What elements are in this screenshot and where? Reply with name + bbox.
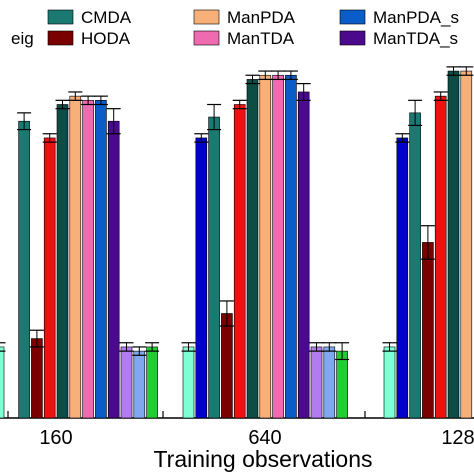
x-tick-label: 128 [441,427,474,449]
error-bar [132,346,147,356]
legend-label: ManTDA_s [373,29,458,48]
error-bar [0,342,6,352]
bar [31,338,43,419]
bar [447,70,460,419]
error-bar [29,329,44,348]
x-tick-label: 640 [248,427,281,449]
error-bar [219,300,234,327]
bar [133,350,146,419]
x-axis-title: Training observations [153,446,372,472]
bar [69,95,82,419]
error-bar [93,95,108,106]
bar [285,74,297,419]
bar [107,120,120,419]
bar [336,350,348,419]
bar [56,104,69,419]
bar-group [0,66,474,419]
bar [259,74,272,419]
legend-item: CMDA [47,8,132,27]
bar [323,346,336,419]
bar [297,91,310,419]
error-bar [309,342,324,352]
legend-item: ManPDA_s [339,8,459,27]
error-bar [433,91,448,101]
error-bar [232,99,247,110]
error-bar [420,225,435,260]
error-bar [446,66,461,76]
bar [383,346,396,419]
error-bar [119,342,134,352]
error-bar [382,342,397,352]
error-bar [181,342,196,352]
legend-background [0,0,474,48]
legend-swatch [193,9,220,25]
bar [460,70,473,419]
legend-swatch [193,30,220,46]
error-bar [395,133,410,143]
legend-item: ManPDA [193,8,296,27]
error-bar [271,70,286,81]
error-bar [245,74,260,85]
bar [18,120,30,419]
error-bar [408,99,423,127]
bar [195,137,208,419]
legend-label: HODA [81,29,131,48]
legend-label: eig [11,29,34,48]
legend: eig CMDA HODA ManPDA ManTDA ManPDA_s ManTDA_s [0,0,474,48]
bar [434,95,447,419]
error-bar [68,91,83,101]
legend-label: ManPDA [227,8,296,27]
error-bar [42,133,57,143]
error-bar [17,112,32,131]
legend-item: HODA [47,29,131,48]
bar [310,346,323,419]
legend-label: ManTDA [227,29,295,48]
bar [182,346,195,419]
error-bar [194,133,209,143]
bar [246,79,259,419]
x-tick-labels: 160 640 128 [39,427,474,449]
legend-item: eig [11,29,34,48]
error-bar [335,342,350,361]
x-tick-label: 160 [39,427,72,449]
error-bar [207,103,222,131]
legend-swatch [339,9,366,25]
error-bar [258,70,273,81]
error-bar [283,70,298,81]
bar [43,137,56,419]
error-bar [459,66,474,76]
legend-item: ManTDA_s [339,29,458,48]
error-bar [106,108,121,135]
bar [208,116,220,419]
legend-label: ManPDA_s [373,8,459,27]
bar [146,346,158,419]
error-bar [322,342,337,352]
legend-swatch [47,30,74,46]
error-bar [81,95,96,106]
bar [82,100,94,419]
bar [0,346,5,419]
bar [95,100,107,419]
error-bar [145,342,160,352]
bar [396,137,409,419]
bar [221,313,233,419]
bar [409,112,421,419]
legend-item: ManTDA [193,29,295,48]
legend-swatch [339,30,366,46]
legend-label: CMDA [81,8,132,27]
bar [422,242,434,419]
bar [233,104,246,419]
bar [120,346,133,419]
error-bar [55,99,70,110]
bar [272,74,284,419]
legend-swatch [47,9,74,25]
error-bar [296,82,311,101]
